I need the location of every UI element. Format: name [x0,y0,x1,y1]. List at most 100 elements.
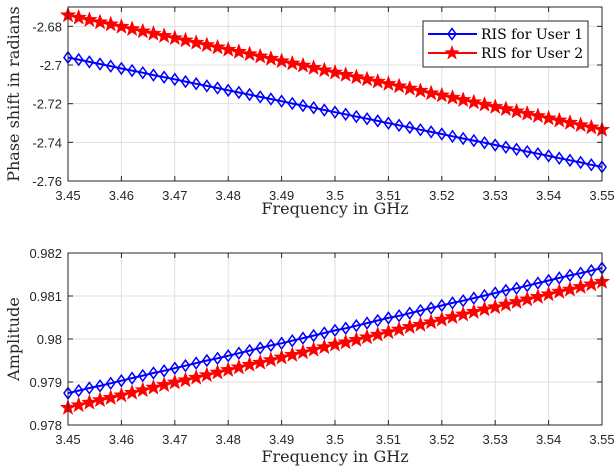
data-point-diamond [404,120,415,135]
x-tick-label: 3.5 [326,432,344,447]
axes-frame [67,6,603,182]
data-point-star [369,325,386,342]
data-point-star [305,59,322,75]
data-point-diamond [500,140,511,154]
data-point-diamond [351,109,362,124]
series-2 [59,6,611,137]
data-point-diamond [340,107,351,122]
data-point-star [70,396,88,413]
data-point-star [251,47,269,64]
data-point-diamond [137,368,148,383]
series-1 [63,261,607,400]
data-point-star [529,107,547,124]
data-point-star [102,15,119,32]
data-point-star [326,63,344,80]
data-point-star [337,66,354,82]
x-tick-label: 3.46 [109,188,134,203]
data-point-star [412,82,429,98]
data-point-diamond [233,85,244,100]
data-point-star [422,84,440,101]
data-point-diamond [201,79,212,93]
x-tick-label: 3.52 [429,432,454,447]
y-tick-label: 0.982 [29,246,62,261]
data-point-star [219,361,237,377]
data-point-star [284,346,301,362]
data-point-diamond [554,151,565,165]
data-point-star [251,353,269,370]
data-point-star [155,27,173,44]
data-point-star [486,298,504,315]
data-point-star [444,88,461,105]
data-point-diamond [565,153,575,168]
data-point-diamond [394,118,405,133]
data-point-diamond [479,135,490,150]
data-point-diamond [447,129,458,144]
data-point-diamond [223,83,234,98]
data-point-star [380,75,397,92]
data-point-star [572,116,589,133]
data-point-star [294,343,312,360]
data-point-diamond [233,346,244,360]
subplot-2: 3.45 3.46 3.47 3.48 3.49 3.5 3.51 3.52 3.53 3.54 3… [4,246,615,466]
x-tick-label: 3.49 [269,188,294,203]
data-point-diamond [159,364,170,378]
y-tick-label: 0.981 [29,289,62,304]
data-point-star [518,290,536,307]
legend: RIS for User 1 RIS for User 2 [422,20,589,68]
data-point-star [412,316,429,332]
data-point-star [219,40,237,57]
data-point-diamond [319,103,330,117]
data-point-diamond [500,283,511,298]
data-point-star [551,111,568,128]
y-tick-label: -2.76 [32,174,62,189]
legend-star-marker [444,45,460,60]
data-point-diamond [159,70,170,84]
data-point-diamond [95,57,105,71]
data-point-diamond [255,90,266,104]
data-point-star [583,118,600,135]
legend-label: RIS for User 1 [481,27,583,43]
data-point-star [358,328,376,345]
data-point-diamond [287,96,298,111]
data-point-star [123,383,141,400]
data-point-star [198,36,216,53]
data-point-star [422,313,440,330]
data-point-diamond [383,116,394,130]
data-point-star [337,333,354,350]
data-point-star [454,91,472,108]
data-point-diamond [276,94,287,108]
data-point-diamond [127,63,138,78]
data-point-star [433,310,451,327]
data-point-diamond [180,358,191,373]
data-point-diamond [265,92,276,106]
x-tick-label: 3.55 [589,432,614,447]
y-tick-label: 0.978 [29,418,62,433]
data-point-diamond [116,373,127,388]
data-point-star [102,389,119,405]
data-point-diamond [105,59,116,73]
data-point-diamond [84,381,95,395]
data-point-diamond [308,100,319,115]
x-tick-label: 3.51 [376,432,401,447]
data-point-star [273,52,290,69]
data-point-star [315,61,333,78]
data-point-diamond [362,316,372,330]
data-point-star [433,86,451,103]
data-point-star [348,331,365,347]
data-point-star [316,338,333,355]
data-point-diamond [212,81,223,95]
data-point-star [508,102,525,119]
data-point-star [81,11,98,27]
data-point-star [454,305,472,322]
y-tick-label: -2.74 [32,135,62,150]
data-point-diamond [95,379,105,393]
data-point-diamond [447,296,458,310]
series-2 [59,273,611,415]
legend-diamond-marker [447,27,457,41]
data-point-star [177,31,194,48]
data-point-star [497,295,515,312]
x-tick-label: 3.53 [483,432,508,447]
data-point-diamond [148,68,159,82]
data-point-diamond [372,313,383,328]
data-point-diamond [201,353,212,368]
